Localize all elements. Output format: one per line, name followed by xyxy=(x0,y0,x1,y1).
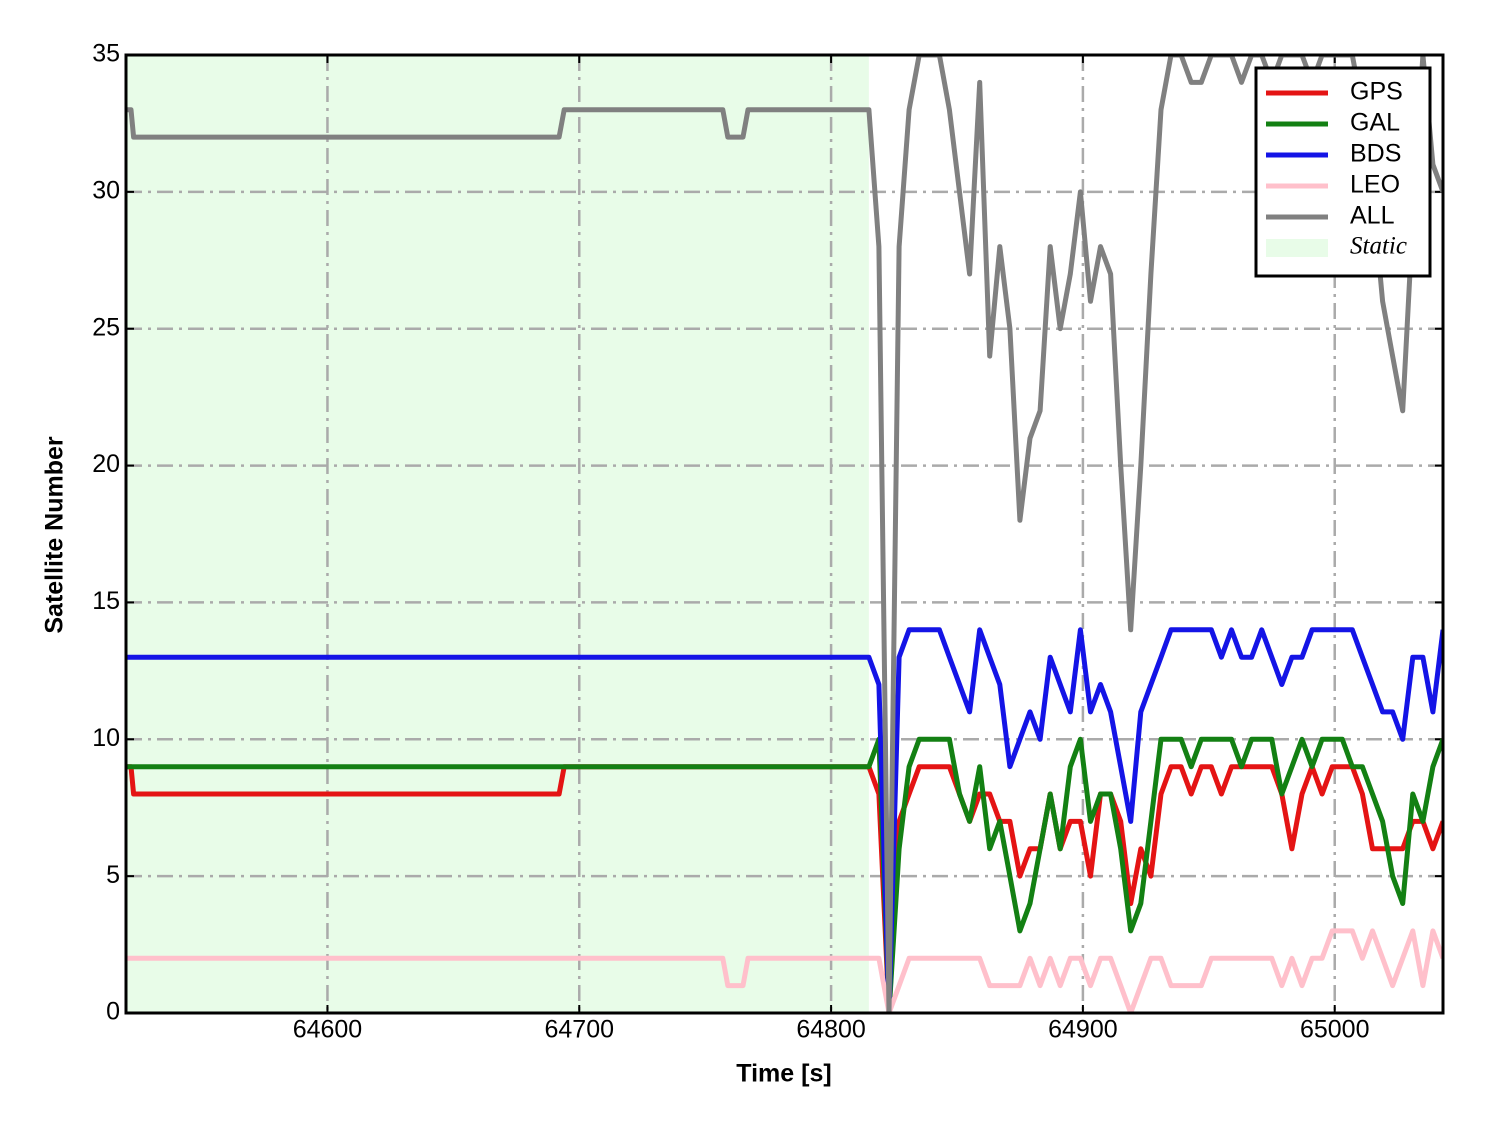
legend-label: GAL xyxy=(1350,109,1400,137)
legend-label: ALL xyxy=(1350,202,1395,230)
y-tick-label: 0 xyxy=(106,998,120,1026)
x-tick-label: 65000 xyxy=(1300,1016,1370,1044)
legend-label: Static xyxy=(1350,233,1407,260)
y-tick-label: 5 xyxy=(106,861,120,889)
series-line xyxy=(126,627,1443,1013)
legend-swatch xyxy=(1266,239,1328,257)
plot-frame xyxy=(124,53,1445,1015)
series-line xyxy=(126,736,1443,1013)
y-axis-label: Satellite Number xyxy=(41,436,69,634)
x-tick-label: 64900 xyxy=(1048,1016,1118,1044)
x-tick-label: 64600 xyxy=(293,1016,363,1044)
x-tick-label: 64700 xyxy=(545,1016,615,1044)
y-tick-label: 10 xyxy=(92,724,120,752)
y-tick-label: 20 xyxy=(92,450,120,478)
y-tick-label: 15 xyxy=(92,587,120,615)
legend-label: GPS xyxy=(1350,78,1403,106)
x-tick-label: 64800 xyxy=(796,1016,866,1044)
series-line xyxy=(126,55,1443,1013)
static-region xyxy=(126,55,869,1013)
y-tick-label: 35 xyxy=(92,40,120,68)
y-tick-label: 30 xyxy=(92,176,120,204)
legend-label: LEO xyxy=(1350,171,1400,199)
series-line xyxy=(126,928,1443,1013)
x-axis-label: Time [s] xyxy=(736,1060,831,1088)
legend-label: BDS xyxy=(1350,140,1401,168)
y-tick-label: 25 xyxy=(92,313,120,341)
legend-box xyxy=(1254,66,1432,278)
